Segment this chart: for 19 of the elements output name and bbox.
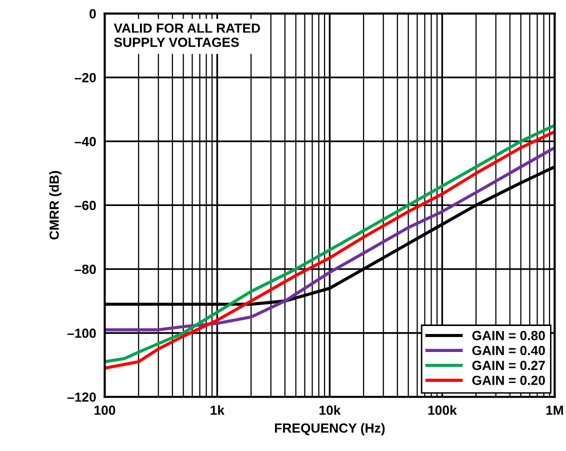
x-tick-label: 100 bbox=[94, 406, 116, 415]
x-tick-label: 10k bbox=[320, 405, 341, 415]
legend-label: GAIN = 0.27 bbox=[472, 360, 545, 370]
y-tick-label: 0 bbox=[90, 9, 96, 18]
y-tick-label: –40 bbox=[74, 136, 96, 146]
y-tick-label: –60 bbox=[74, 200, 96, 210]
y-axis-title: CMRR (dB) bbox=[49, 171, 62, 240]
y-tick-label: –100 bbox=[67, 328, 96, 338]
x-tick-label: 100k bbox=[428, 405, 457, 415]
annotation: VALID FOR ALL RATED SUPPLY VOLTAGES bbox=[114, 23, 260, 48]
legend-label: GAIN = 0.20 bbox=[472, 376, 545, 386]
legend-label: GAIN = 0.40 bbox=[472, 346, 545, 356]
y-tick-label: –80 bbox=[74, 264, 96, 274]
y-tick-label: –20 bbox=[74, 72, 96, 82]
y-tick-label: –120 bbox=[67, 392, 96, 402]
x-tick-label: 1M bbox=[546, 406, 563, 415]
x-axis-title: FREQUENCY (Hz) bbox=[274, 423, 385, 436]
legend-label: GAIN = 0.80 bbox=[472, 330, 545, 340]
x-tick-label: 1k bbox=[210, 405, 225, 415]
